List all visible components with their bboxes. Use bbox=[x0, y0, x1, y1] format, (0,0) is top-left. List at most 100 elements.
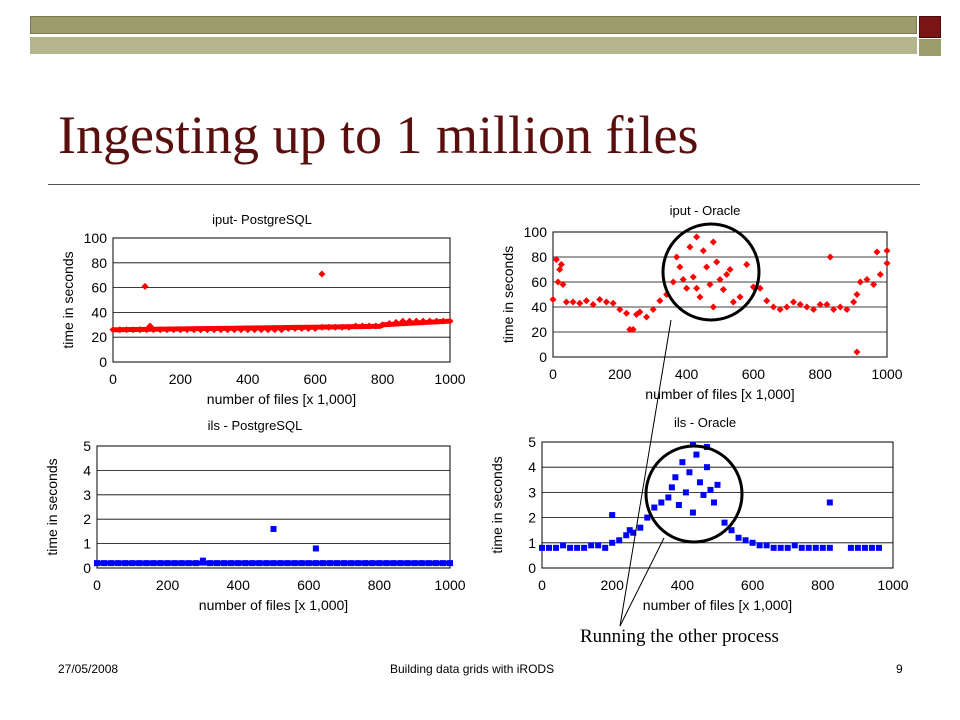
ils-oracle-point bbox=[679, 459, 686, 466]
ils-oracle-point bbox=[861, 544, 868, 551]
ils-oracle-point bbox=[672, 474, 679, 481]
iput-oracle-point bbox=[723, 271, 731, 278]
iput-oracle-point bbox=[816, 301, 824, 308]
ils-oracle-xtick-label: 400 bbox=[671, 577, 695, 593]
ils-oracle-point bbox=[623, 532, 630, 539]
iput-oracle-point bbox=[783, 303, 791, 311]
ils-postgresql-point bbox=[312, 545, 319, 552]
iput-oracle-point bbox=[716, 276, 724, 283]
accent-square-light bbox=[919, 39, 941, 56]
ils-oracle-point bbox=[714, 481, 721, 488]
iput-oracle-xtick-label: 0 bbox=[549, 366, 557, 382]
iput-oracle-point bbox=[873, 248, 881, 256]
ils-oracle-point bbox=[546, 544, 553, 551]
ils-oracle-point bbox=[644, 514, 651, 521]
iput-postgresql-title: iput- PostgreSQL bbox=[212, 212, 312, 227]
iput-oracle-title: iput - Oracle bbox=[670, 203, 741, 218]
iput-oracle-xtick-label: 600 bbox=[742, 366, 766, 382]
ils-postgresql-ytick-label: 1 bbox=[83, 536, 91, 552]
iput-postgresql-xtick-label: 0 bbox=[109, 371, 117, 387]
slide-title: Ingesting up to 1 million files bbox=[58, 105, 699, 165]
iput-oracle-point bbox=[763, 297, 771, 305]
iput-postgresql-xtick-label: 600 bbox=[304, 371, 328, 387]
iput-oracle-point bbox=[789, 298, 797, 306]
ils-oracle-point bbox=[651, 504, 658, 511]
ils-oracle-point bbox=[637, 524, 644, 531]
ils-oracle-xtick-label: 1000 bbox=[877, 577, 908, 593]
ils-oracle-point bbox=[710, 499, 717, 506]
footer-date: 27/05/2008 bbox=[58, 662, 119, 676]
iput-postgresql-ytick-label: 60 bbox=[91, 280, 107, 296]
ils-oracle-point bbox=[868, 544, 875, 551]
ils-oracle-point bbox=[567, 544, 574, 551]
iput-oracle-plot-area bbox=[552, 231, 888, 358]
iput-oracle-point bbox=[643, 313, 651, 321]
ils-oracle-point bbox=[689, 509, 696, 516]
ils-postgresql-xtick-label: 200 bbox=[156, 577, 180, 593]
ils-oracle-point bbox=[875, 544, 882, 551]
iput-oracle-point bbox=[729, 298, 737, 306]
iput-oracle-point bbox=[576, 299, 584, 307]
ils-oracle-point bbox=[819, 544, 826, 551]
iput-postgresql-xlabel: number of files [x 1,000] bbox=[207, 391, 356, 407]
iput-oracle-point bbox=[636, 308, 644, 316]
ils-oracle-point bbox=[826, 544, 833, 551]
ils-postgresql-plot-area bbox=[96, 445, 451, 569]
ils-postgresql-ytick-label: 5 bbox=[83, 438, 91, 454]
iput-oracle-point bbox=[629, 326, 637, 333]
iput-postgresql-point bbox=[141, 282, 149, 290]
title-underline bbox=[48, 184, 920, 185]
iput-oracle-point bbox=[649, 306, 657, 313]
iput-oracle-xtick-label: 400 bbox=[675, 366, 699, 382]
header-bar-bottom bbox=[30, 37, 917, 54]
ils-oracle-point bbox=[798, 544, 805, 551]
iput-oracle-point bbox=[769, 303, 777, 311]
highlight-circle-ils-oracle bbox=[644, 444, 744, 544]
annotation-pointer-line bbox=[619, 537, 665, 627]
ils-oracle-point bbox=[686, 469, 693, 476]
iput-oracle-point bbox=[582, 297, 590, 305]
header-bar-top bbox=[30, 16, 917, 34]
iput-oracle-ytick-label: 100 bbox=[524, 224, 548, 240]
iput-postgresql-plot-area bbox=[112, 237, 451, 363]
iput-oracle-point bbox=[699, 247, 707, 255]
ils-oracle-point bbox=[682, 489, 689, 496]
iput-oracle-point bbox=[559, 281, 567, 288]
iput-oracle-point bbox=[823, 301, 831, 308]
iput-postgresql-xtick-label: 200 bbox=[169, 371, 193, 387]
ils-oracle-ytick-label: 3 bbox=[528, 484, 536, 500]
iput-postgresql-xtick-label: 800 bbox=[371, 371, 395, 387]
iput-oracle-point bbox=[696, 293, 704, 301]
ils-postgresql-xtick-label: 0 bbox=[93, 577, 101, 593]
iput-oracle-point bbox=[596, 296, 604, 303]
iput-oracle-point bbox=[756, 284, 764, 292]
iput-oracle-point bbox=[552, 256, 560, 263]
iput-oracle-point bbox=[843, 306, 851, 313]
ils-oracle-point bbox=[703, 464, 710, 471]
ils-oracle-point bbox=[763, 542, 770, 549]
iput-oracle-point bbox=[796, 301, 804, 308]
iput-oracle-point bbox=[683, 284, 691, 292]
ils-oracle-point bbox=[847, 544, 854, 551]
iput-oracle-point bbox=[569, 298, 577, 306]
iput-oracle-ytick-label: 60 bbox=[531, 274, 547, 290]
iput-postgresql-ytick-label: 40 bbox=[91, 304, 107, 320]
accent-square-dark bbox=[919, 16, 941, 38]
iput-oracle-point bbox=[673, 253, 681, 261]
ils-oracle-point bbox=[602, 544, 609, 551]
ils-oracle-point bbox=[770, 544, 777, 551]
ils-oracle-ylabel: time in seconds bbox=[489, 456, 505, 553]
ils-oracle-title: ils - Oracle bbox=[674, 415, 736, 430]
iput-postgresql-ytick-label: 100 bbox=[84, 230, 108, 246]
ils-oracle-point bbox=[616, 537, 623, 544]
iput-oracle-point bbox=[703, 263, 711, 271]
ils-oracle-point bbox=[784, 544, 791, 551]
ils-oracle-point bbox=[658, 499, 665, 506]
ils-oracle-point bbox=[609, 512, 616, 519]
iput-oracle-point bbox=[616, 306, 624, 313]
iput-oracle-point bbox=[693, 284, 701, 292]
ils-oracle-ytick-label: 2 bbox=[528, 510, 536, 526]
ils-oracle-point bbox=[553, 544, 560, 551]
ils-postgresql-title: ils - PostgreSQL bbox=[208, 418, 303, 433]
